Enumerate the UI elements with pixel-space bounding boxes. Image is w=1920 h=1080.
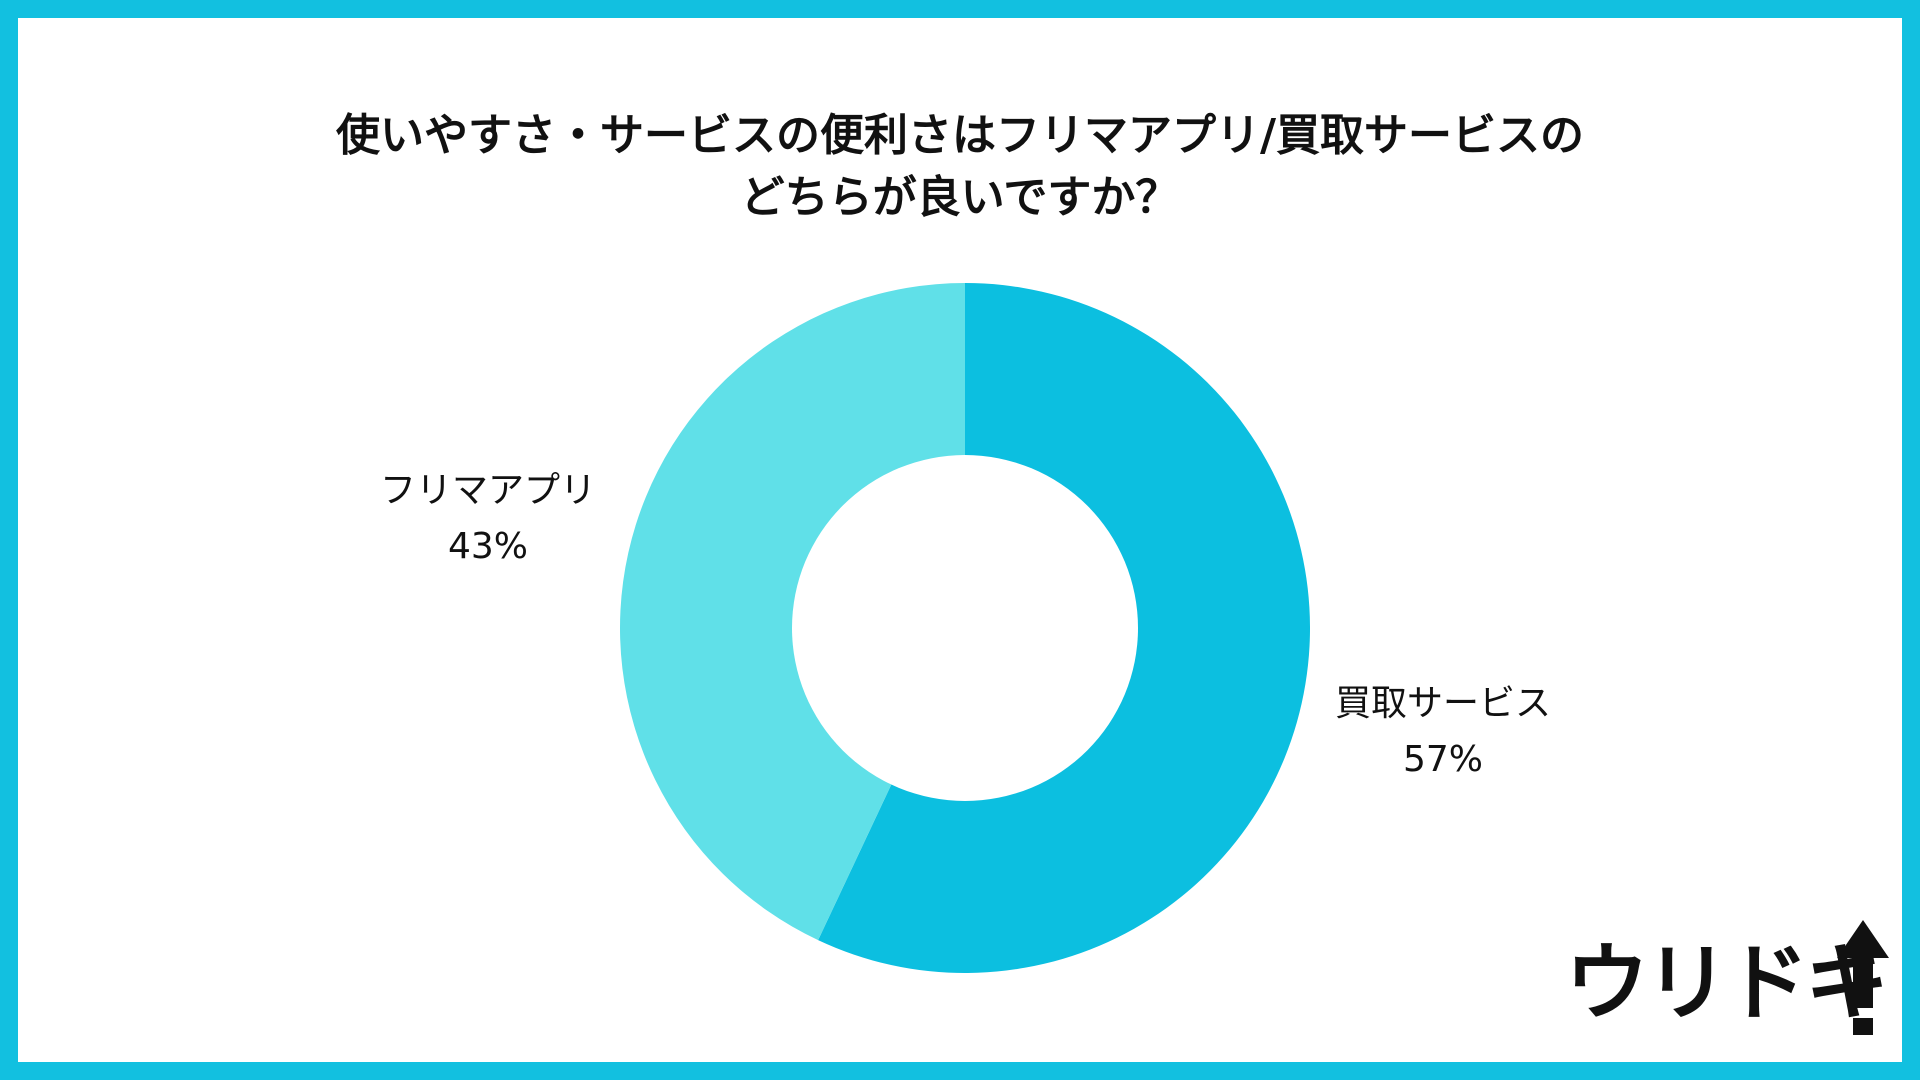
slice-label-kaitori-value: 57%: [1402, 739, 1483, 780]
logo-text: ウリドキ: [1565, 934, 1889, 1032]
slice-label-kaitori: 買取サービス 57%: [1318, 676, 1568, 788]
uridoki-logo: ウリドキ: [1565, 915, 1895, 1055]
slice-label-furima: フリマアプリ 43%: [363, 463, 613, 575]
chart-title-line-1: 使いやすさ・サービスの便利さはフリマアプリ/買取サービスの: [335, 110, 1585, 161]
chart-title: 使いやすさ・サービスの便利さはフリマアプリ/買取サービスの どちらが良いですか？: [0, 105, 1920, 229]
slice-label-kaitori-name: 買取サービス: [1334, 683, 1551, 724]
up-arrow-icon: [1837, 920, 1889, 1035]
slice-label-furima-value: 43%: [447, 526, 528, 567]
donut-hole: [792, 455, 1138, 801]
slice-label-furima-name: フリマアプリ: [379, 470, 596, 511]
chart-title-line-2: どちらが良いですか？: [740, 172, 1180, 223]
